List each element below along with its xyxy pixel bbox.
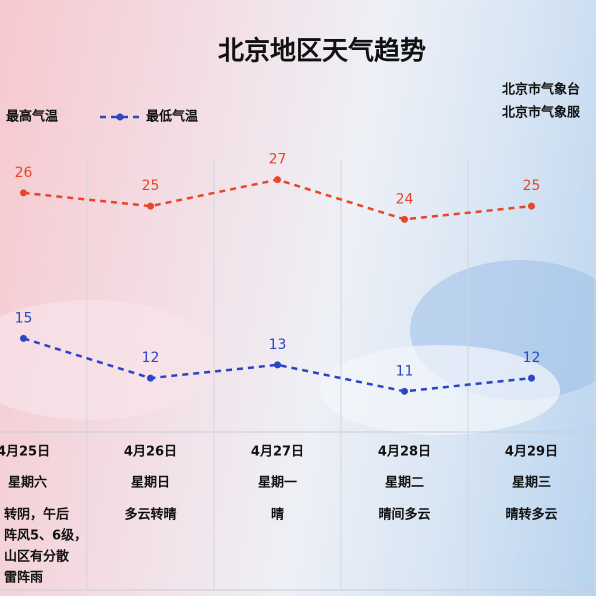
weather: 晴间多云 bbox=[378, 507, 430, 523]
legend-label: 最高气温 bbox=[6, 109, 58, 125]
value-label: 12 bbox=[523, 350, 541, 366]
weekday: 星期二 bbox=[385, 476, 424, 491]
point bbox=[147, 374, 154, 382]
weather: 晴 bbox=[271, 507, 284, 523]
x-tick-label: 4月29日 bbox=[505, 445, 558, 460]
legend-label: 最低气温 bbox=[146, 109, 198, 125]
weather: 山区有分散 bbox=[4, 549, 70, 565]
weather: 晴转多云 bbox=[505, 507, 557, 523]
value-label: 15 bbox=[15, 310, 33, 326]
cloud bbox=[0, 300, 220, 420]
weather: 转阴，午后 bbox=[4, 507, 69, 523]
line bbox=[23, 178, 532, 221]
cloud bbox=[320, 345, 560, 435]
value-label: 26 bbox=[15, 165, 33, 181]
point bbox=[20, 189, 27, 197]
point bbox=[401, 215, 408, 223]
point bbox=[528, 374, 535, 382]
source: 北京市气象服 bbox=[502, 105, 581, 121]
point bbox=[528, 202, 535, 210]
value-label: 11 bbox=[396, 363, 414, 379]
weekday: 星期一 bbox=[258, 476, 297, 491]
point bbox=[274, 176, 281, 184]
x-tick-label: 4月28日 bbox=[378, 445, 431, 460]
x-tick-label: 4月26日 bbox=[124, 445, 177, 460]
value-label: 25 bbox=[523, 178, 541, 194]
weekday: 星期日 bbox=[131, 476, 170, 491]
weekday: 星期三 bbox=[512, 476, 551, 491]
x-tick-label: 4月27日 bbox=[251, 445, 304, 460]
point bbox=[274, 361, 281, 369]
value-label: 25 bbox=[142, 178, 160, 194]
value-label: 12 bbox=[142, 350, 160, 366]
value-label: 24 bbox=[396, 191, 414, 207]
chart-title: 北京地区天气趋势 bbox=[218, 36, 426, 67]
point bbox=[20, 334, 27, 342]
legend-dot bbox=[116, 113, 124, 121]
weather: 阵风5、6级， bbox=[4, 528, 87, 544]
value-label: 13 bbox=[269, 337, 287, 353]
weather: 多云转晴 bbox=[124, 507, 176, 523]
point bbox=[401, 387, 408, 395]
x-tick-label: 4月25日 bbox=[0, 445, 50, 460]
weekday: 星期六 bbox=[8, 475, 47, 491]
line bbox=[23, 337, 532, 393]
value-label: 27 bbox=[269, 152, 287, 168]
weather: 雷阵雨 bbox=[4, 570, 43, 586]
point bbox=[147, 202, 154, 210]
source: 北京市气象台 bbox=[502, 82, 580, 98]
